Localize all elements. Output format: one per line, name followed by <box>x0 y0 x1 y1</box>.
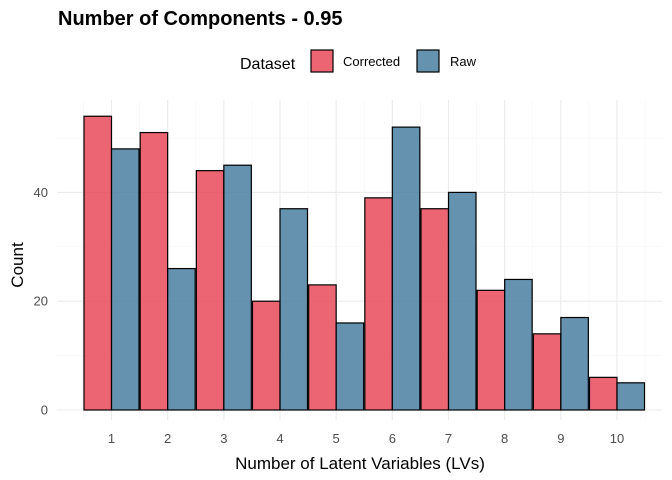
y-tick-label: 40 <box>34 185 48 200</box>
bar-raw-5 <box>335 322 365 411</box>
y-axis-ticks: 0 20 40 <box>34 185 48 418</box>
bar-raw-9 <box>560 316 589 411</box>
legend-swatch-raw <box>416 49 440 73</box>
x-tick-label: 7 <box>445 431 452 446</box>
x-tick-label: 9 <box>557 431 564 446</box>
bar-corrected-4 <box>251 300 281 411</box>
legend-title: Dataset <box>240 56 296 73</box>
bar-raw-7 <box>447 191 477 411</box>
x-tick-label: 3 <box>220 431 227 446</box>
x-tick-label: 10 <box>610 431 624 446</box>
y-axis-title: Count <box>8 242 27 288</box>
bar-raw-8 <box>504 278 533 411</box>
x-tick-label: 4 <box>276 431 283 446</box>
bar-raw-1 <box>110 148 140 411</box>
bar-corrected-7 <box>420 208 450 411</box>
bar-corrected-8 <box>476 289 506 411</box>
bar-corrected-2 <box>139 131 169 411</box>
x-tick-label: 8 <box>501 431 508 446</box>
x-axis-title: Number of Latent Variables (LVs) <box>235 454 485 473</box>
bars <box>83 115 646 411</box>
y-tick-label: 0 <box>41 403 48 418</box>
bar-raw-2 <box>167 267 196 411</box>
bar-raw-10 <box>616 382 646 411</box>
legend: Dataset Corrected Raw <box>240 49 477 73</box>
bar-corrected-5 <box>308 284 337 411</box>
legend-label-corrected: Corrected <box>343 54 400 69</box>
legend-swatch-corrected <box>310 49 334 73</box>
bar-corrected-10 <box>588 376 618 411</box>
chart-title: Number of Components - 0.95 <box>58 8 342 30</box>
x-axis-ticks: 1 2 3 4 5 6 7 8 9 10 <box>108 431 624 446</box>
bar-raw-3 <box>223 164 252 411</box>
x-tick-label: 6 <box>389 431 396 446</box>
legend-label-raw: Raw <box>450 54 477 69</box>
bar-raw-6 <box>391 126 421 411</box>
bar-corrected-9 <box>532 333 562 411</box>
x-tick-label: 1 <box>108 431 115 446</box>
bar-corrected-1 <box>83 115 113 411</box>
bar-corrected-6 <box>364 197 393 411</box>
x-tick-label: 2 <box>164 431 171 446</box>
x-tick-label: 5 <box>333 431 340 446</box>
bar-corrected-3 <box>195 170 225 411</box>
y-tick-label: 20 <box>34 294 48 309</box>
bar-raw-4 <box>279 208 309 411</box>
